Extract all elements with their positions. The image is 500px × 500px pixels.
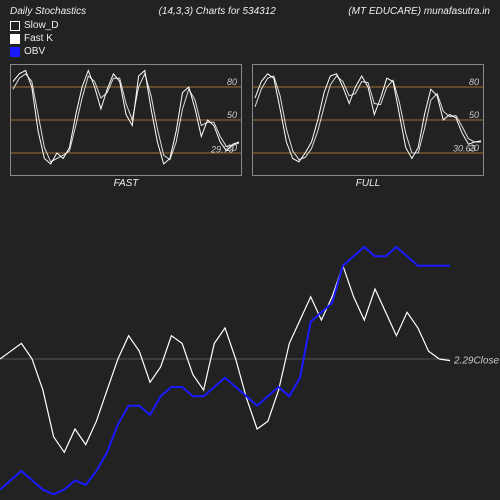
top-charts-row: 20508029.73 FAST 20508030.63 FULL <box>0 64 500 189</box>
full-stochastic-chart: 20508030.63 <box>252 64 484 176</box>
title-left: Daily Stochastics <box>10 6 86 17</box>
fast-chart-label: FAST <box>10 178 242 189</box>
svg-text:80: 80 <box>227 77 237 87</box>
legend-fast-k-label: Fast K <box>24 32 53 45</box>
legend: Slow_D Fast K OBV <box>0 19 500 64</box>
svg-text:29.73: 29.73 <box>210 144 234 154</box>
legend-fast-k: Fast K <box>10 32 490 45</box>
swatch-fast-k <box>10 34 20 44</box>
fast-stochastic-chart: 20508029.73 <box>10 64 242 176</box>
title-right: (MT EDUCARE) munafasutra.in <box>348 6 490 17</box>
swatch-slow-d <box>10 21 20 31</box>
svg-text:2.29Close: 2.29Close <box>453 356 499 367</box>
svg-text:30.63: 30.63 <box>453 143 476 153</box>
legend-slow-d-label: Slow_D <box>24 19 58 32</box>
main-price-obv-chart: 2.29Close <box>0 219 500 499</box>
legend-obv: OBV <box>10 45 490 58</box>
legend-slow-d: Slow_D <box>10 19 490 32</box>
fast-chart-container: 20508029.73 FAST <box>10 64 242 189</box>
legend-obv-label: OBV <box>24 45 45 58</box>
chart-header: Daily Stochastics (14,3,3) Charts for 53… <box>0 0 500 19</box>
swatch-obv <box>10 47 20 57</box>
full-chart-label: FULL <box>252 178 484 189</box>
title-center: (14,3,3) Charts for 534312 <box>159 6 276 17</box>
svg-text:50: 50 <box>469 110 479 120</box>
svg-text:50: 50 <box>227 110 237 120</box>
full-chart-container: 20508030.63 FULL <box>252 64 484 189</box>
svg-text:80: 80 <box>469 77 479 87</box>
